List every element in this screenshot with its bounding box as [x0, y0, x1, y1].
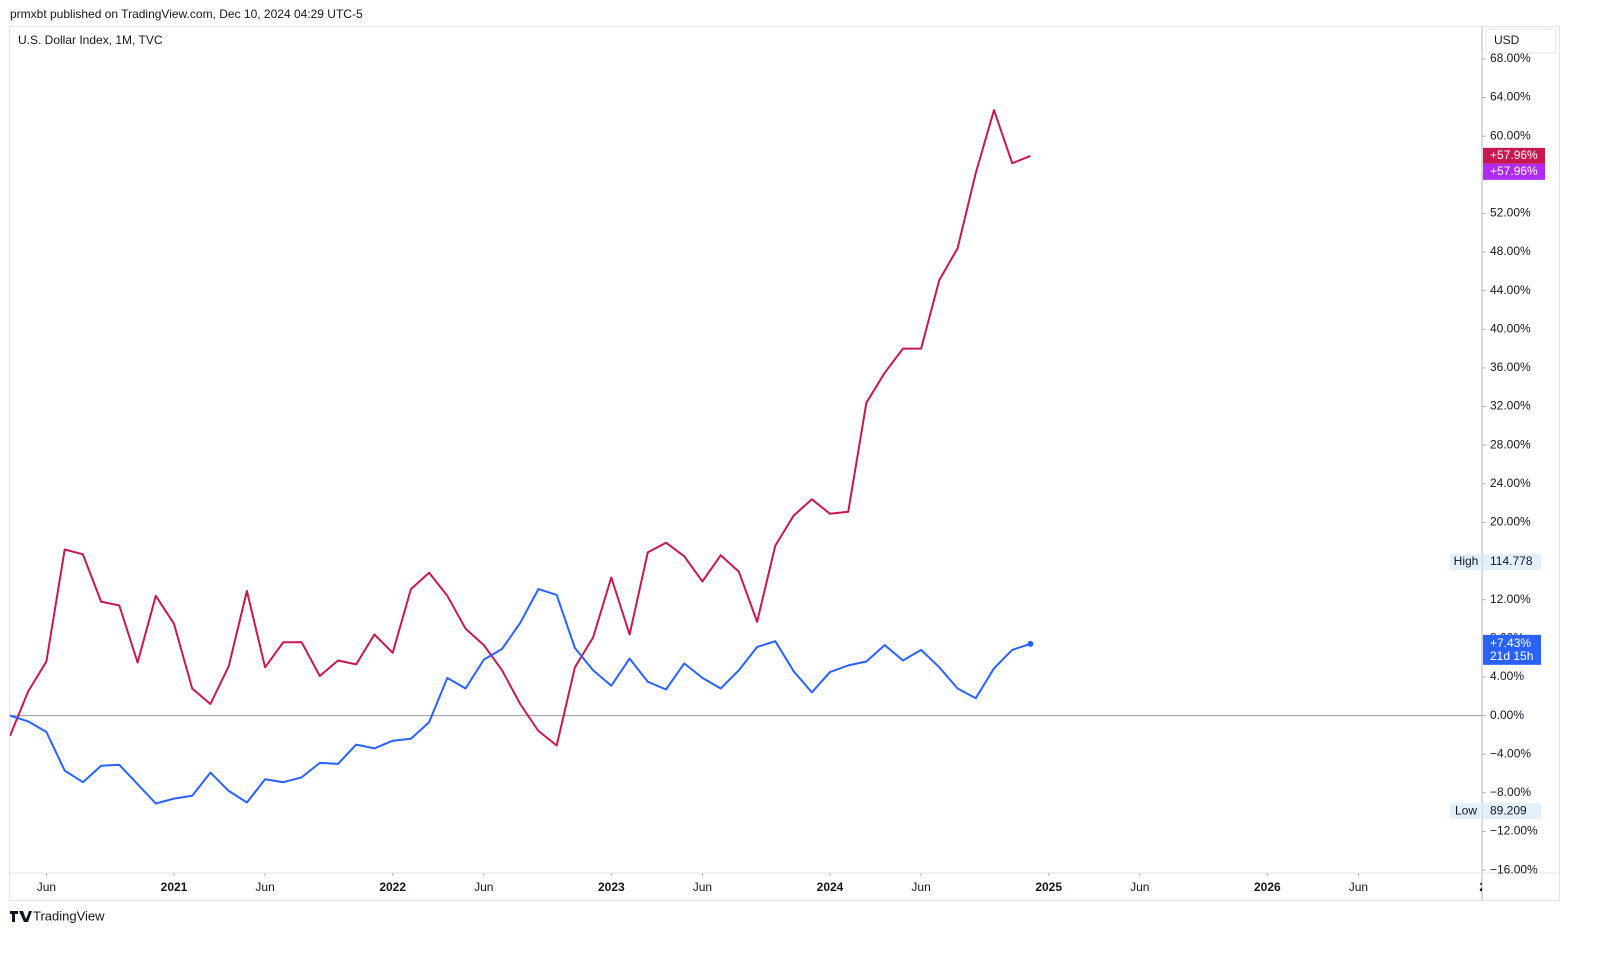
x-tick-label: Jun: [474, 880, 493, 894]
marker-tag-box: [1450, 803, 1482, 820]
y-tick-label: −12.00%: [1490, 824, 1538, 838]
x-tick-label: Jun: [255, 880, 274, 894]
y-tick-label: 64.00%: [1490, 90, 1531, 104]
y-tick-label: −16.00%: [1490, 862, 1538, 876]
y-tick-label: 52.00%: [1490, 206, 1531, 220]
marker-price-box: [1483, 803, 1541, 820]
marker-price-box: [1483, 554, 1541, 571]
marker-tag: Low: [1455, 803, 1477, 817]
x-tick-label: 2024: [817, 880, 844, 894]
chart-frame: [9, 26, 1560, 901]
y-tick-label: 12.00%: [1490, 592, 1531, 606]
x-tick-label: 2023: [598, 880, 625, 894]
marker-price: 114.778: [1490, 554, 1533, 568]
last-point: [1027, 640, 1034, 647]
y-tick-label: 48.00%: [1490, 244, 1531, 258]
x-tick-label: 2022: [379, 880, 406, 894]
countdown: 21d 15h: [1490, 649, 1533, 663]
y-tick-label: 68.00%: [1490, 51, 1531, 65]
x-tick-label: Jun: [37, 880, 56, 894]
price-label-box: [1483, 634, 1541, 665]
x-tick-label: Jun: [911, 880, 930, 894]
x-tick-label: Jun: [1349, 880, 1368, 894]
series-line: [10, 109, 1031, 747]
y-tick-label: 24.00%: [1490, 476, 1531, 490]
currency[interactable]: USD: [1494, 33, 1520, 47]
y-tick-label: 4.00%: [1490, 669, 1524, 683]
currency-box[interactable]: [1485, 28, 1557, 54]
x-tick-label: 2025: [1035, 880, 1062, 894]
y-tick-label: −4.00%: [1490, 746, 1531, 760]
brand: TradingView: [33, 908, 105, 923]
marker-tag: High: [1454, 554, 1479, 568]
y-tick-label: 60.00%: [1490, 128, 1531, 142]
y-tick-label: 20.00%: [1490, 515, 1531, 529]
y-tick-label: 28.00%: [1490, 437, 1531, 451]
brand-logo: [10, 911, 32, 922]
x-tick-label: 2021: [161, 880, 188, 894]
y-tick-label: −8.00%: [1490, 785, 1531, 799]
y-tick-label: 0.00%: [1490, 708, 1524, 722]
y-tick-label: 44.00%: [1490, 283, 1531, 297]
price-label: +57.96%: [1490, 164, 1538, 178]
x-tick-label: Jun: [693, 880, 712, 894]
y-tick-label: 36.00%: [1490, 360, 1531, 374]
price-label: +7.43%: [1490, 636, 1531, 650]
x-tick-label: 2026: [1254, 880, 1281, 894]
price-label: +57.96%: [1490, 148, 1538, 162]
series-line: [10, 588, 1031, 805]
price-label-box: [1483, 147, 1545, 164]
x-tick-label: 20: [1479, 880, 1493, 894]
x-tick-label: Jun: [1130, 880, 1149, 894]
y-tick-label: 40.00%: [1490, 321, 1531, 335]
y-tick-label: 32.00%: [1490, 399, 1531, 413]
marker-tag-box: [1450, 554, 1482, 571]
chart-title: U.S. Dollar Index, 1M, TVC: [18, 33, 163, 47]
x-axis: Jun 2021 Jun 2022 Jun 2023 Jun 2024 Jun 2025 Jun 20…: [37, 873, 1493, 894]
byline: prmxbt published on TradingView.com, Dec…: [10, 7, 363, 21]
marker-price: 89.209: [1490, 803, 1527, 817]
price-label-box: [1483, 163, 1545, 180]
